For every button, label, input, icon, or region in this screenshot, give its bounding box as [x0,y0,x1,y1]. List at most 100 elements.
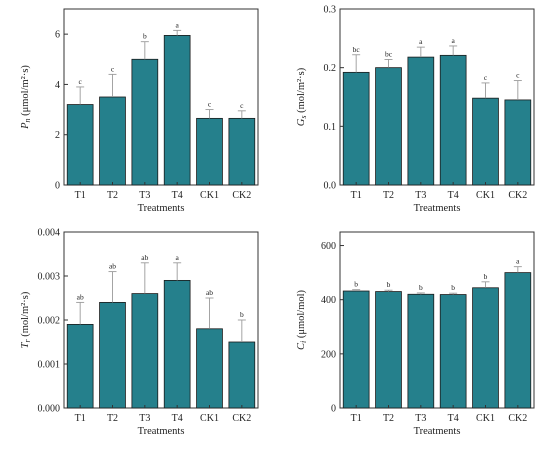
y-axis-title-symbol: G [296,118,307,126]
bar-ck2 [228,341,256,409]
x-tick-label: CK2 [508,413,527,424]
significance-label: a [451,36,455,45]
significance-label: bc [353,45,361,54]
significance-label: a [419,37,423,46]
significance-label: b [143,32,147,41]
y-axis-title-symbol: C [296,342,307,350]
x-axis-title: Treatments [414,426,461,437]
bar-t4 [439,294,467,409]
y-axis-title-unit: (μmol/mol) [296,289,307,340]
significance-label: a [175,253,179,262]
x-tick-label: T3 [415,190,426,201]
y-tick-label: 0.003 [38,272,61,283]
y-axis-title-unit: (μmol/m²·s) [20,65,31,119]
y-tick-label: 0.002 [38,316,61,327]
y-tick-label: 0.2 [324,63,337,74]
y-axis-title-subscript: n [23,118,32,122]
y-axis-title-symbol: T [20,341,31,348]
significance-label: c [516,71,520,80]
significance-label: ab [206,288,213,297]
y-tick-label: 0.1 [324,122,337,133]
x-tick-label: CK1 [200,413,219,424]
x-tick-label: CK1 [200,190,219,201]
significance-label: c [78,77,82,86]
x-tick-label: T4 [172,413,183,424]
significance-label: b [484,272,488,281]
x-tick-label: CK2 [232,190,251,201]
chart-panel-tr: 0.000 0.001 0.002 0.003 0.004 ab T1 ab T2 ab T3 a T4… [20,228,259,437]
axes-frame [63,8,259,186]
significance-label: b [354,280,358,289]
y-tick-label: 4 [55,80,60,91]
bar-ck1 [472,97,499,186]
y-tick-label: 600 [321,241,336,252]
bar-ck2 [504,99,532,186]
y-tick-label: 400 [321,295,336,306]
x-tick-label: T4 [448,413,459,424]
chart-panel-ci: 0 200 400 600 b T1 b T2 b T3 b T4 b CK1 a CK2 Treatments… [296,231,535,437]
significance-label: b [240,310,244,319]
significance-label: bc [385,49,393,58]
significance-label: b [451,283,455,292]
y-axis-title-subscript: s [299,116,308,119]
x-tick-label: T3 [139,413,150,424]
y-tick-label: 0.001 [38,360,61,371]
x-tick-label: T2 [383,190,394,201]
significance-label: c [484,73,488,82]
axes-frame [339,231,535,409]
bar-t2 [375,67,402,186]
y-tick-label: 0.000 [38,404,61,415]
x-tick-label: T2 [107,190,118,201]
x-tick-label: CK2 [508,190,527,201]
y-tick-label: 200 [321,349,336,360]
bar-t3 [407,56,435,186]
bar-t1 [342,290,370,409]
y-axis-title-subscript: i [299,341,308,343]
x-tick-label: T1 [351,413,362,424]
significance-label: c [208,100,212,109]
x-tick-label: T4 [448,190,459,201]
bar-t1 [342,71,370,186]
x-tick-label: T3 [139,190,150,201]
chart-panel-pn: 0 2 4 6 c T1 c T2 b T3 a T4 c CK1 c CK2 Treatments Pn (μm… [20,8,259,214]
y-tick-label: 0.004 [38,228,61,239]
x-tick-label: CK2 [232,413,251,424]
bar-t2 [99,96,126,186]
bar-ck2 [228,117,256,186]
x-axis-title: Treatments [414,203,461,214]
y-tick-label: 0.3 [324,5,337,16]
significance-label: a [516,257,520,266]
x-tick-label: T2 [383,413,394,424]
y-tick-label: 0 [331,404,336,415]
bar-t4 [163,35,191,186]
significance-label: c [240,101,244,110]
significance-label: ab [109,262,116,271]
significance-label: b [387,280,391,289]
y-axis-title: Gs (mol/m²·s) [296,67,308,126]
bar-ck2 [504,272,532,409]
x-axis-title: Treatments [138,426,185,437]
bar-ck1 [196,117,223,186]
bar-ck1 [472,287,499,409]
x-tick-label: T2 [107,413,118,424]
chart-panel-gs: 0.0 0.1 0.2 0.3 bc T1 bc T2 a T3 a T4 c CK1 c CK2 Treatm… [296,5,535,214]
y-axis-title: Tr (mol/m²·s) [20,291,32,348]
y-axis-title-unit: (mol/m²·s) [20,291,31,339]
x-tick-label: T4 [172,190,183,201]
bar-t1 [66,104,94,186]
bar-t4 [163,279,191,409]
significance-label: ab [141,253,148,262]
significance-label: a [175,20,179,29]
bar-t2 [99,301,126,409]
bar-t1 [66,323,94,409]
x-tick-label: T1 [75,413,86,424]
y-axis-title-subscript: r [23,339,32,343]
bar-ck1 [196,328,223,409]
bar-t3 [131,293,159,409]
y-axis-title-symbol: P [20,122,31,130]
significance-label: c [111,64,115,73]
bar-t2 [375,291,402,409]
bar-t3 [407,293,435,409]
